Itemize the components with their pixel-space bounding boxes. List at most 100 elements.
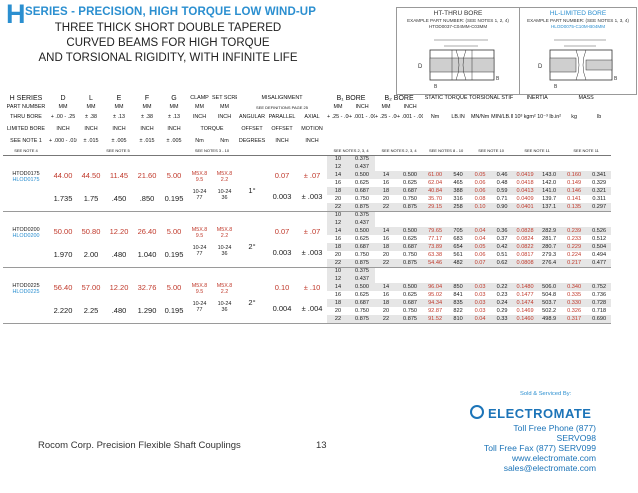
- dim-L-in: 2.25: [83, 306, 99, 315]
- col-torsional-stiffness: TORSIONAL STIFFNESS: [469, 95, 514, 101]
- part-number-cell: HTOD0200 HLOD0200: [3, 227, 49, 267]
- dim-F-in: .850: [139, 194, 155, 203]
- dim-L-in: 2.00: [83, 250, 99, 259]
- b1-mm-cell: 12: [327, 275, 350, 283]
- static-nm-cell: 35.70: [428, 196, 443, 202]
- inertia-mm-cell: 0.0808: [513, 259, 538, 267]
- inertia-in-cell: 137.1: [537, 203, 562, 211]
- dim-L-cell: 44.50 1.75: [77, 171, 105, 211]
- b1-mm-cell: 14: [327, 171, 350, 179]
- b1-in-cell: 0.687: [349, 187, 376, 195]
- note-torsional: SEE NOTE 10: [478, 148, 504, 154]
- dim-F-cell: 21.60 .850: [133, 171, 161, 211]
- inertia-mm-cell: 0.0413: [513, 187, 538, 195]
- dim-F-mm: 26.40: [137, 227, 157, 236]
- col-b2-bore: B₂ BORE: [384, 94, 414, 102]
- subtitle-line-1: THREE THICK SHORT DOUBLE TAPERED CURVED …: [54, 22, 282, 49]
- mass-kg-cell: 0.141: [567, 196, 582, 202]
- tors-in-cell: 0.22: [491, 283, 514, 291]
- limited-bore-part: HLOD0075-C10M-B04MM: [550, 24, 606, 29]
- note-static: SEE NOTES 8 - 10: [428, 148, 464, 154]
- svg-text:B: B: [496, 76, 500, 82]
- inertia-in-cell: 506.0: [537, 283, 562, 291]
- inertia-mm-cell: 0.0828: [513, 227, 538, 235]
- dim-G-mm: 5.00: [166, 171, 182, 180]
- tol-D-in: + .000 - .010: [49, 138, 77, 144]
- tol-F-in: ± .015: [139, 138, 155, 144]
- angular-offset-cell: 2°: [248, 298, 256, 308]
- axial-in: ± .003: [301, 192, 323, 201]
- tors-in-cell: 0.42: [491, 243, 514, 251]
- b2-in-cell: 0.625: [403, 292, 418, 298]
- b1-in-cell: 0.437: [349, 219, 376, 227]
- col-see-note-1: SEE NOTE 1: [10, 138, 42, 144]
- contact-block: Toll Free Phone (877) SERVO98 Toll Free …: [480, 423, 596, 473]
- contact-email[interactable]: sales@electromate.com: [503, 463, 596, 473]
- tors-mm-cell: 0.05: [469, 171, 492, 179]
- table-row: 12 0.437: [3, 163, 611, 171]
- contact-web[interactable]: www.electromate.com: [511, 453, 596, 463]
- part-number-cell: HTOD0225 HLOD0225: [3, 283, 49, 323]
- static-nm-cell: 96.04: [423, 283, 448, 291]
- tors-mm-cell: 0.03: [474, 292, 486, 298]
- static-nm-cell: 29.15: [423, 203, 448, 211]
- note-clamp: SEE NOTES 3 - 10: [194, 148, 230, 154]
- clamp-size-mm: M5X.8: [191, 283, 208, 289]
- static-lbin-cell: 561: [453, 252, 463, 258]
- mass-kg-cell: 0.330: [561, 299, 588, 307]
- col-axial: AXIAL: [304, 114, 320, 120]
- clamp-screw-cell: M5X.8 9.5 10-24 77: [187, 227, 212, 267]
- series-rows: 10 0.375 12 0.437 HTOD0175 HLOD0175 44.00 1.735…: [3, 155, 612, 323]
- col-L-inch: INCH: [84, 126, 98, 132]
- dim-E-in: .480: [111, 250, 127, 259]
- tors-in-cell: 0.29: [496, 308, 508, 314]
- clamp-torque-mm: 9.5: [195, 233, 204, 239]
- b1-mm-cell: 14: [327, 283, 350, 291]
- mass-lb-cell: 0.752: [587, 283, 612, 291]
- b1-mm-cell: 14: [327, 227, 350, 235]
- dim-L-mm: 50.80: [81, 227, 101, 236]
- tors-in-cell: 0.71: [496, 196, 508, 202]
- dim-D-mm: 56.40: [53, 283, 73, 292]
- page-title: SERIES - PRECISION, HIGH TORQUE LOW WIND…: [25, 6, 316, 18]
- mass-lb-cell: 0.690: [587, 315, 612, 323]
- inertia-mm-cell: 0.1474: [513, 299, 538, 307]
- parallel-offset-cell: 0.07 0.003: [267, 227, 297, 267]
- static-lbin-cell: 850: [447, 283, 470, 291]
- svg-text:B: B: [434, 84, 438, 90]
- spec-table: H SERIES D L E F G CLAMP SET SCREW MISAL…: [3, 93, 612, 324]
- series-letter: H: [6, 0, 26, 29]
- b1-mm-cell: 20: [334, 308, 342, 314]
- dim-E-mm: 12.20: [109, 227, 129, 236]
- mass-kg-cell: 0.135: [561, 203, 588, 211]
- b1-in-cell: 0.750: [355, 252, 370, 258]
- inertia-in-cell: 503.7: [537, 299, 562, 307]
- dim-G-mm: 5.00: [166, 283, 182, 292]
- inertia-in-cell: 276.4: [537, 259, 562, 267]
- static-lbin-cell: 258: [447, 203, 470, 211]
- static-nm-cell: 63.38: [428, 252, 443, 258]
- b2-mm-cell: 18: [375, 187, 398, 195]
- col-mass: MASS: [578, 95, 594, 101]
- col-clamp: CLAMP: [190, 95, 209, 101]
- b2-in-cell: 0.687: [397, 299, 424, 307]
- inertia-mm-cell: 0.0401: [513, 203, 538, 211]
- static-nm-cell: 95.02: [428, 292, 443, 298]
- clamp-size-in: 10-24: [192, 301, 207, 307]
- tors-mm-cell: 0.03: [469, 283, 492, 291]
- thru-part-number: HTOD0225: [12, 283, 40, 289]
- table-row: HTOD0225 HLOD0225 56.40 2.220 57.00 2.25 12.20…: [3, 283, 612, 315]
- dim-G-in: 0.195: [164, 250, 184, 259]
- dim-E-mm: 11.45: [109, 171, 129, 180]
- inertia-mm-cell: 0.1469: [516, 308, 534, 314]
- col-series: H SERIES: [9, 94, 43, 102]
- static-nm-cell: 94.34: [423, 299, 448, 307]
- tors-mm-cell: 0.03: [469, 299, 492, 307]
- svg-text:B: B: [554, 84, 558, 90]
- limited-part-number: HLOD0200: [12, 233, 40, 239]
- unit-inertia-in: 10⁻³ lb.in²: [537, 114, 562, 120]
- dim-E-in: .450: [111, 194, 127, 203]
- thru-bore-diagram: HT-THRU BORE EXAMPLE PART NUMBER: (SEE N…: [396, 7, 520, 95]
- clamp-screw-cell: M5X.8 9.5 10-24 77: [187, 171, 212, 211]
- static-lbin-cell: 810: [447, 315, 470, 323]
